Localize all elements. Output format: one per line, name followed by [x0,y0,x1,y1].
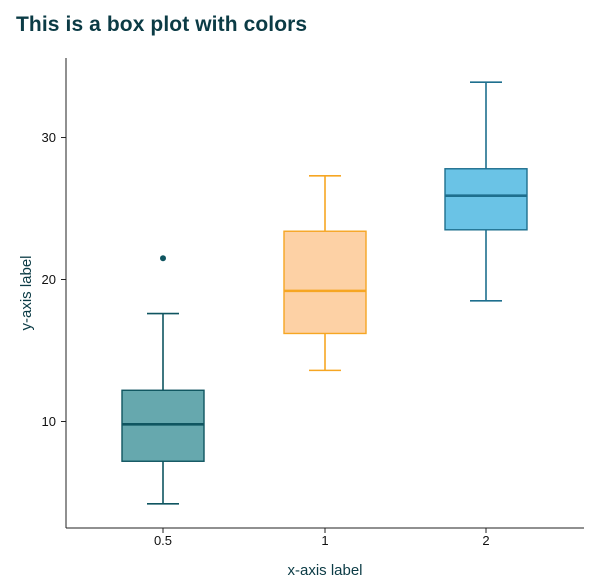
interquartile-box [444,168,528,231]
y-tick-label: 30 [42,130,56,145]
x-tick-label: 1 [321,533,328,548]
boxes-layer [121,81,528,505]
interquartile-box [121,389,205,462]
y-tick-label: 10 [42,414,56,429]
ticks-layer: 10 20 30 0.5 1 2 [42,130,490,548]
interquartile-box [283,230,367,335]
x-tick-label: 2 [482,533,489,548]
box-2 [444,81,528,302]
box-1 [283,175,367,372]
y-tick-label: 20 [42,272,56,287]
box-0.5 [121,255,205,505]
x-tick-label: 0.5 [154,533,172,548]
y-axis-label: y-axis label [18,255,35,330]
outlier-point [160,255,166,262]
x-axis-label: x-axis label [287,562,362,579]
chart-title: This is a box plot with colors [16,13,308,36]
